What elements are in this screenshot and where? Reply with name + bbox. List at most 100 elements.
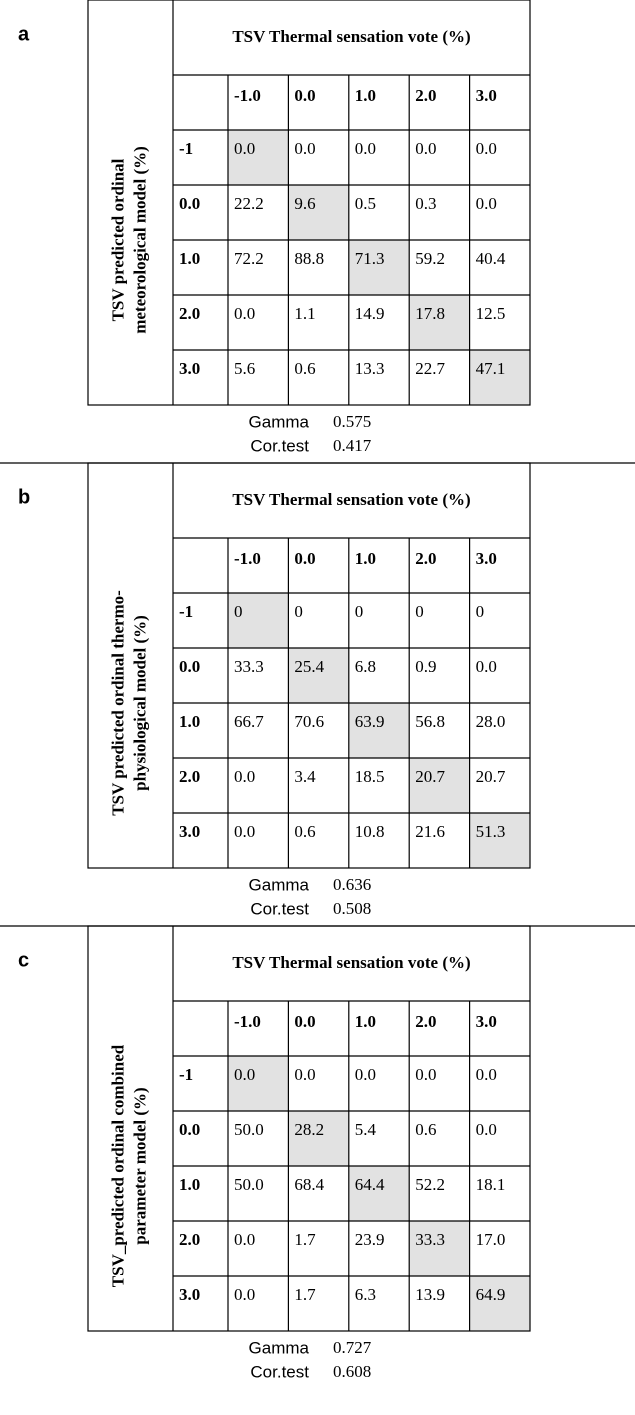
- column-header: -1.0: [234, 86, 261, 105]
- cell-value: 0.6: [415, 1120, 436, 1139]
- cell-value: 5.6: [234, 359, 255, 378]
- cell-value: 6.3: [355, 1285, 376, 1304]
- cell-value: 20.7: [415, 767, 445, 786]
- cell-value: 59.2: [415, 249, 445, 268]
- cell-value: 0.0: [234, 1285, 255, 1304]
- row-header: 2.0: [179, 1230, 200, 1249]
- cell-value: 0: [355, 602, 364, 621]
- cell-value: 33.3: [234, 657, 264, 676]
- diagonal-shade: [228, 130, 289, 185]
- cell-value: 0.0: [234, 767, 255, 786]
- cell-value: 1.7: [294, 1230, 316, 1249]
- cell-value: 12.5: [476, 304, 506, 323]
- cell-value: 17.8: [415, 304, 445, 323]
- stat-label: Gamma: [249, 1338, 310, 1357]
- diagonal-shade: [288, 185, 349, 240]
- cell-value: 23.9: [355, 1230, 385, 1249]
- diagonal-shade: [469, 1276, 530, 1331]
- cell-value: 0.0: [355, 1065, 376, 1084]
- diagonal-shade: [348, 703, 410, 758]
- column-header: 2.0: [415, 86, 436, 105]
- stat-value: 0.417: [333, 436, 372, 455]
- cell-value: 22.7: [415, 359, 445, 378]
- cell-value: 0.6: [294, 822, 315, 841]
- diagonal-shade: [348, 240, 410, 295]
- cell-value: 33.3: [415, 1230, 445, 1249]
- cell-value: 0.6: [294, 359, 315, 378]
- diagonal-shade: [409, 1221, 470, 1276]
- cell-value: 6.8: [355, 657, 376, 676]
- row-axis-label: TSV predicted ordinal: [108, 158, 127, 321]
- row-header: 0.0: [179, 1120, 200, 1139]
- stat-value: 0.727: [333, 1338, 372, 1357]
- diagonal-shade: [409, 295, 470, 350]
- column-header: 0.0: [294, 1012, 315, 1031]
- cell-value: 0.0: [234, 304, 255, 323]
- cell-value: 1.1: [294, 304, 315, 323]
- row-header: -1: [179, 139, 193, 158]
- row-header: 2.0: [179, 767, 200, 786]
- cell-value: 0: [294, 602, 303, 621]
- cell-value: 10.8: [355, 822, 385, 841]
- cell-value: 0.0: [294, 1065, 315, 1084]
- cell-value: 0.0: [476, 657, 497, 676]
- row-header: 1.0: [179, 1175, 200, 1194]
- cell-value: 25.4: [294, 657, 324, 676]
- cell-value: 0.0: [234, 822, 255, 841]
- cell-value: 0.5: [355, 194, 376, 213]
- stat-label: Gamma: [249, 412, 310, 431]
- column-header: 1.0: [355, 549, 376, 568]
- cell-value: 51.3: [476, 822, 506, 841]
- row-header: 0.0: [179, 194, 200, 213]
- cell-value: 52.2: [415, 1175, 445, 1194]
- column-header: 3.0: [476, 1012, 497, 1031]
- column-header: 3.0: [476, 549, 497, 568]
- cell-value: 0.0: [476, 139, 497, 158]
- cell-value: 0.0: [234, 1230, 255, 1249]
- cell-value: 0.0: [234, 139, 255, 158]
- cell-value: 18.5: [355, 767, 385, 786]
- panel-letter: c: [18, 949, 29, 971]
- row-axis-label: meteorological model (%): [130, 146, 149, 334]
- stat-label: Gamma: [249, 875, 310, 894]
- row-header: -1: [179, 602, 193, 621]
- stat-value: 0.508: [333, 899, 371, 918]
- row-header: 0.0: [179, 657, 200, 676]
- table-border: [87, 0, 531, 406]
- row-header: 3.0: [179, 1285, 200, 1304]
- cell-value: 47.1: [476, 359, 506, 378]
- column-header: 1.0: [355, 86, 376, 105]
- cell-value: 13.9: [415, 1285, 445, 1304]
- table-title: TSV Thermal sensation vote (%): [232, 953, 470, 972]
- cell-value: 0: [476, 602, 485, 621]
- cell-value: 20.7: [476, 767, 506, 786]
- cell-value: 9.6: [294, 194, 315, 213]
- cell-value: 5.4: [355, 1120, 377, 1139]
- diagonal-shade: [348, 1166, 410, 1221]
- row-header: 3.0: [179, 359, 200, 378]
- stat-label: Cor.test: [250, 899, 309, 918]
- row-axis-label: parameter model (%): [130, 1087, 149, 1244]
- row-header: 2.0: [179, 304, 200, 323]
- diagonal-shade: [469, 813, 530, 868]
- cell-value: 66.7: [234, 712, 264, 731]
- stat-value: 0.575: [333, 412, 371, 431]
- column-header: -1.0: [234, 1012, 261, 1031]
- column-header: 2.0: [415, 549, 436, 568]
- cell-value: 21.6: [415, 822, 445, 841]
- cell-value: 50.0: [234, 1175, 264, 1194]
- cell-value: 0: [234, 602, 243, 621]
- diagonal-shade: [288, 1111, 349, 1166]
- diagonal-shade: [228, 593, 289, 648]
- column-header: -1.0: [234, 549, 261, 568]
- cell-value: 64.4: [355, 1175, 385, 1194]
- diagonal-shade: [288, 648, 349, 703]
- cell-value: 28.0: [476, 712, 506, 731]
- cell-value: 22.2: [234, 194, 264, 213]
- cell-value: 0.0: [294, 139, 315, 158]
- table-border: [87, 462, 531, 869]
- cell-value: 71.3: [355, 249, 385, 268]
- row-header: 1.0: [179, 712, 200, 731]
- cell-value: 0.0: [415, 1065, 436, 1084]
